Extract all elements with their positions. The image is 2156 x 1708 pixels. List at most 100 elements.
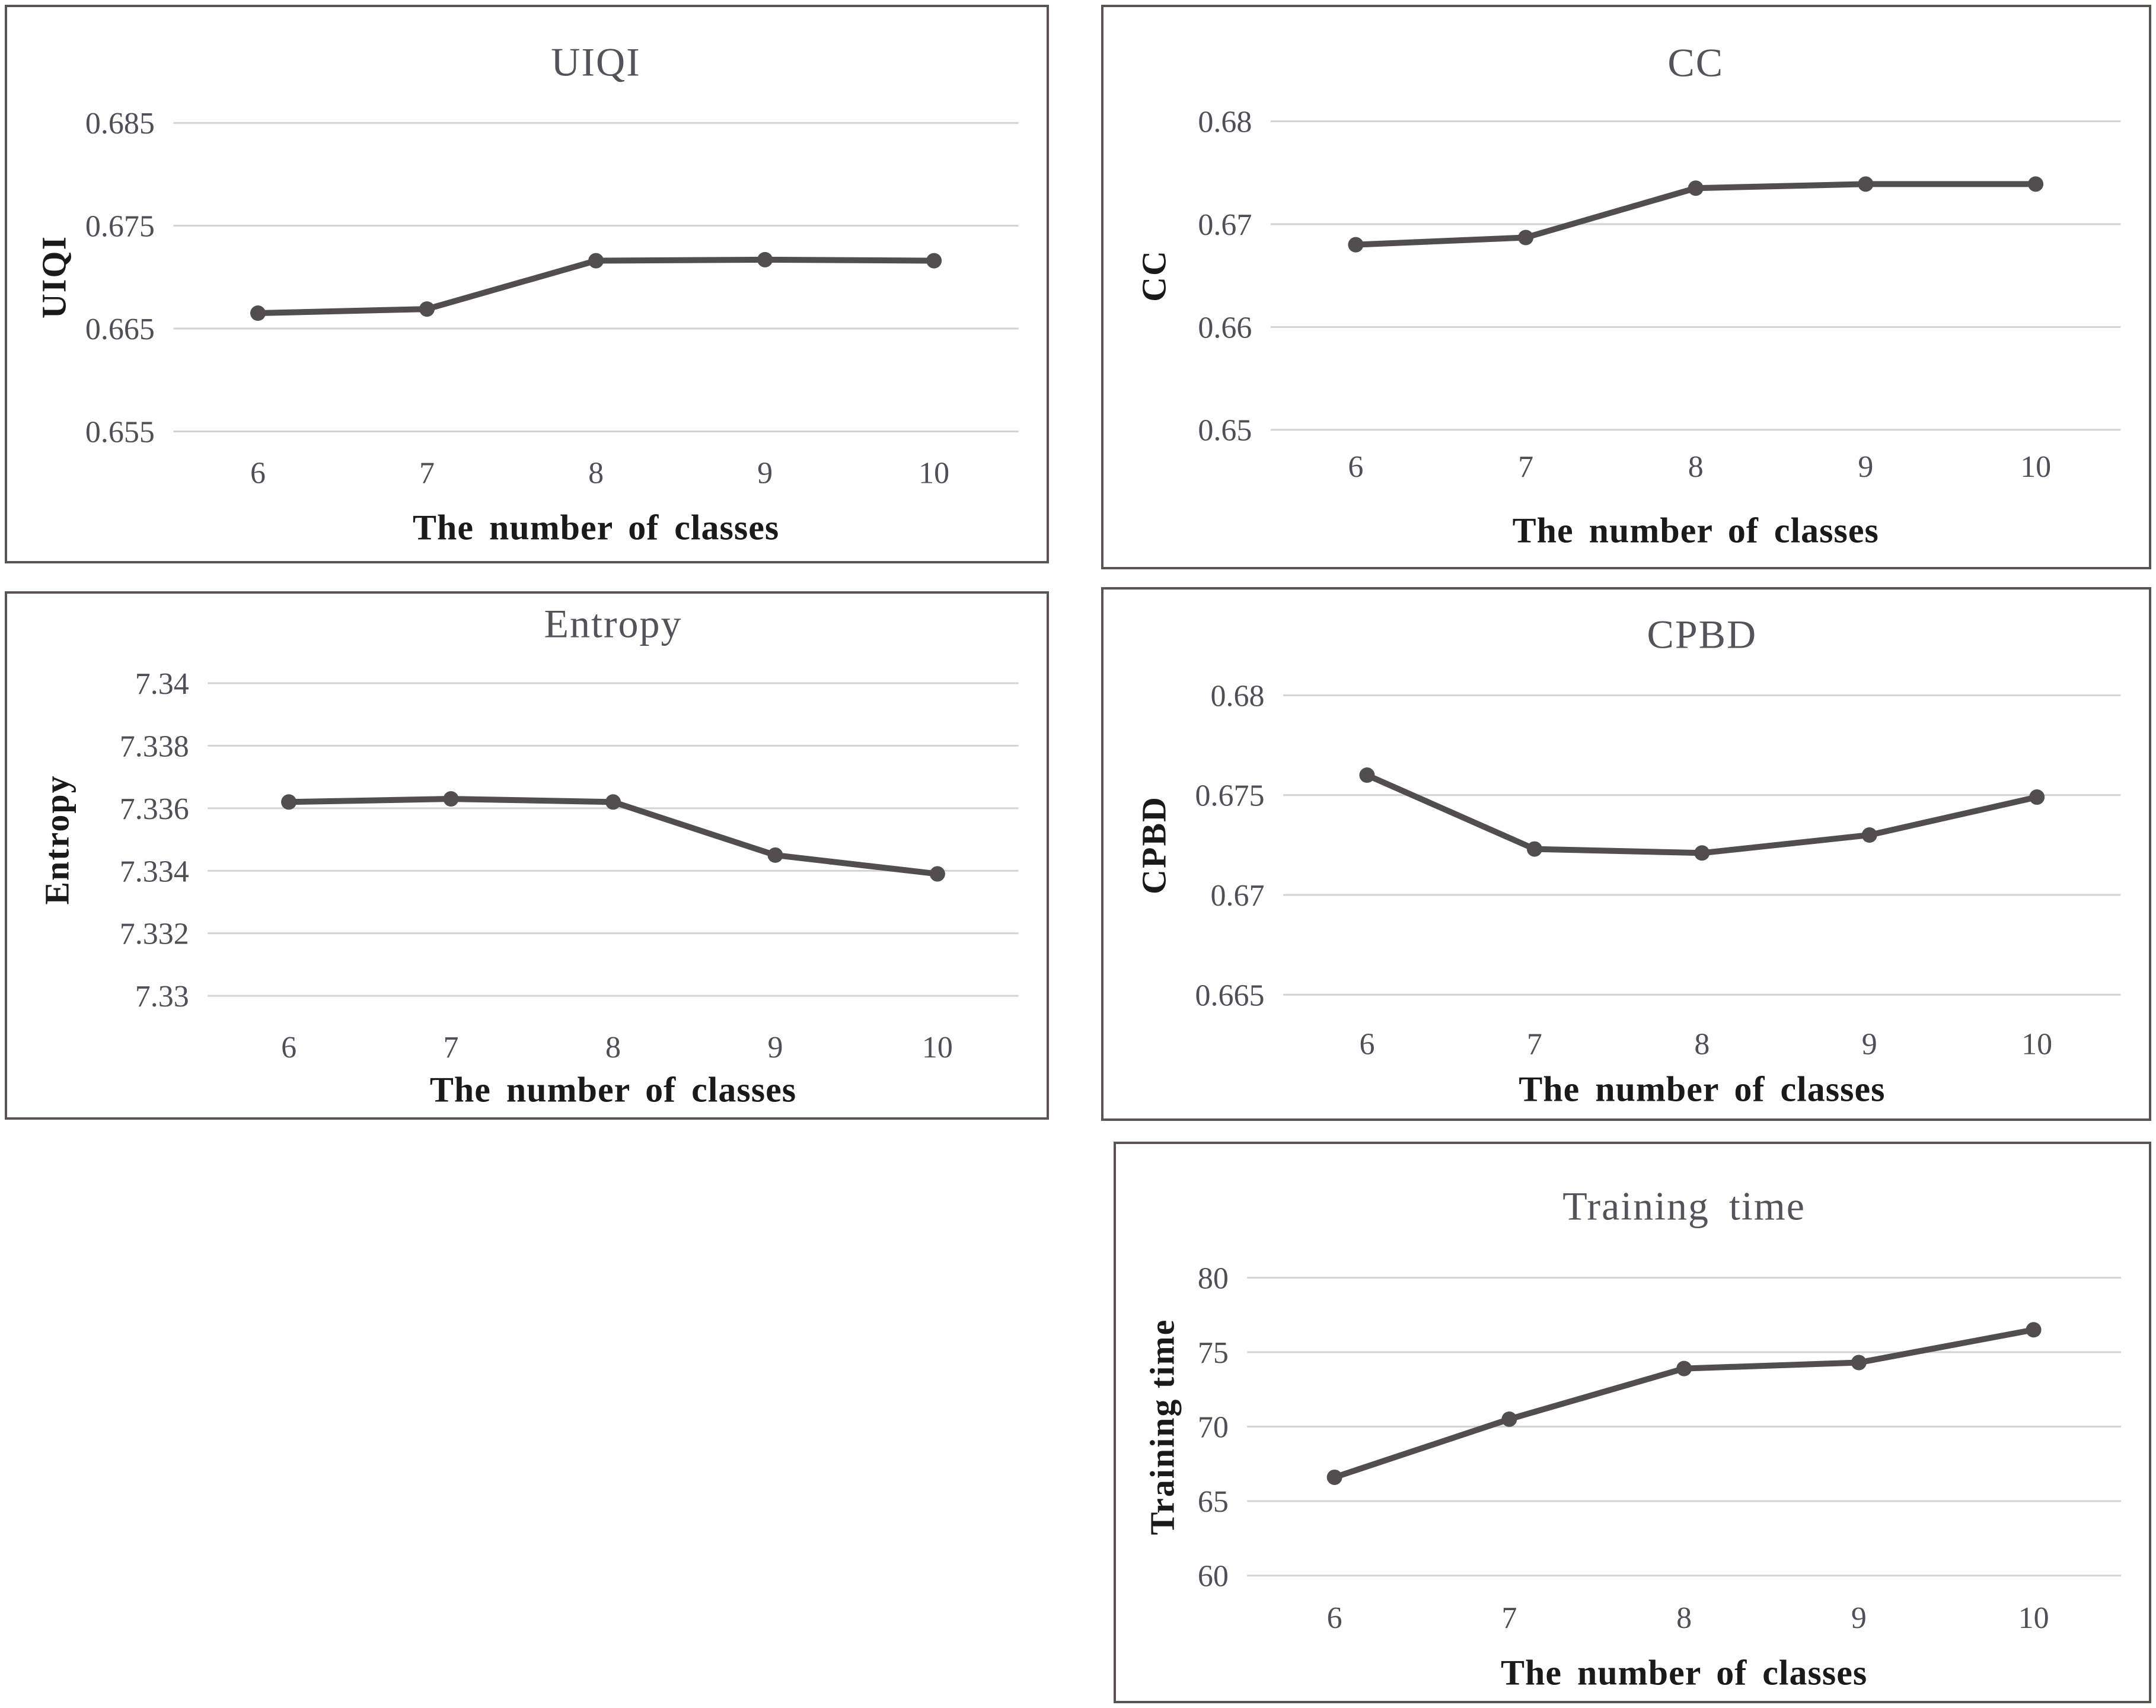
x-tick-label: 6 — [1348, 450, 1363, 484]
y-tick-label: 0.66 — [1198, 311, 1252, 345]
plot-area: 0.68 0.67 0.66 0.65 6 7 8 9 10 — [1198, 106, 2121, 484]
y-tick-label: 7.34 — [135, 667, 189, 701]
x-axis-title: The number of classes — [1519, 1069, 1886, 1109]
chart-title: Entropy — [544, 601, 682, 646]
y-tick-label: 0.68 — [1211, 679, 1265, 713]
y-tick-label: 0.665 — [1195, 979, 1265, 1012]
x-tick-label: 6 — [250, 457, 266, 490]
series-line — [1364, 772, 2040, 856]
y-axis-title: Entropy — [37, 774, 76, 905]
data-point — [757, 251, 773, 267]
plot-area: 0.685 0.675 0.665 0.655 6 7 8 9 10 — [85, 107, 1019, 490]
data-point — [1518, 230, 1534, 246]
x-tick-label: 7 — [1518, 450, 1533, 484]
x-tick-label: 9 — [1862, 1027, 1877, 1061]
y-tick-label: 7.338 — [120, 729, 189, 763]
data-point — [1359, 767, 1375, 783]
x-tick-label: 10 — [2020, 450, 2051, 484]
y-tick-label: 0.655 — [85, 415, 155, 449]
y-axis-title: CPBD — [1134, 795, 1173, 894]
y-axis-title: CC — [1134, 249, 1173, 302]
x-tick-label: 7 — [419, 457, 435, 490]
data-point — [1676, 1360, 1692, 1376]
y-tick-label: 7.336 — [120, 792, 189, 826]
data-point — [1851, 1355, 1867, 1371]
data-point — [605, 794, 621, 810]
y-tick-label: 7.334 — [120, 855, 189, 888]
x-tick-label: 7 — [1501, 1601, 1517, 1635]
chart-title: UIQI — [551, 39, 641, 85]
data-point — [281, 794, 297, 810]
data-point — [929, 866, 945, 882]
y-tick-label: 75 — [1198, 1336, 1229, 1370]
x-tick-label: 7 — [1527, 1027, 1542, 1061]
x-tick-label: 6 — [281, 1031, 296, 1065]
data-point — [419, 301, 435, 317]
chart-title: Training time — [1562, 1183, 1806, 1229]
data-point — [1694, 845, 1710, 861]
series-line — [286, 796, 940, 877]
plot-area: 80 75 70 65 60 6 7 8 9 10 — [1198, 1261, 2121, 1635]
data-point — [1501, 1411, 1517, 1427]
y-tick-label: 0.67 — [1198, 208, 1252, 242]
y-tick-label: 0.665 — [85, 313, 155, 346]
x-axis-title: The number of classes — [1500, 1653, 1868, 1693]
y-tick-label: 70 — [1198, 1411, 1229, 1445]
chart-panel-cpbd: CPBD CPBD The number of classes 0.68 0.67… — [1101, 587, 2151, 1121]
x-axis-title: The number of classes — [429, 1070, 797, 1110]
x-tick-label: 9 — [1858, 450, 1873, 484]
y-tick-label: 0.675 — [1195, 779, 1265, 813]
chart-title: CC — [1667, 40, 1724, 85]
chart-panel-entropy: Entropy Entropy The number of classes 7.… — [5, 591, 1049, 1120]
data-point — [926, 253, 942, 269]
x-tick-label: 8 — [588, 457, 604, 490]
x-tick-label: 6 — [1327, 1601, 1342, 1635]
x-tick-label: 8 — [605, 1031, 621, 1065]
data-point — [2029, 789, 2045, 805]
data-point — [1526, 841, 1542, 857]
x-tick-label: 8 — [1688, 450, 1704, 484]
x-tick-label: 8 — [1676, 1601, 1692, 1635]
y-tick-label: 7.332 — [120, 917, 189, 951]
y-tick-label: 0.65 — [1198, 414, 1252, 448]
data-point — [2026, 1322, 2042, 1338]
y-tick-label: 80 — [1198, 1261, 1229, 1295]
x-tick-label: 9 — [767, 1031, 783, 1065]
data-point — [1326, 1469, 1342, 1485]
y-tick-label: 60 — [1198, 1560, 1229, 1594]
chart-panel-uiqi: UIQI UIQI The number of classes 0.685 0.6… — [5, 5, 1049, 563]
y-tick-label: 0.675 — [85, 210, 155, 244]
chart-panel-training-time: Training time Training time The number o… — [1114, 1142, 2151, 1703]
x-tick-label: 9 — [1851, 1601, 1867, 1635]
data-point — [2028, 176, 2044, 192]
x-tick-label: 6 — [1359, 1027, 1374, 1061]
data-point — [767, 847, 783, 863]
x-tick-label: 10 — [922, 1031, 953, 1065]
data-point — [443, 791, 459, 807]
y-tick-label: 0.685 — [85, 107, 155, 141]
y-tick-label: 0.67 — [1211, 879, 1265, 913]
y-tick-label: 0.68 — [1198, 106, 1252, 139]
plot-area: 0.68 0.675 0.67 0.665 6 7 8 9 10 — [1195, 679, 2121, 1061]
y-tick-label: 65 — [1198, 1485, 1229, 1519]
x-tick-label: 7 — [444, 1031, 459, 1065]
data-point — [1861, 827, 1877, 843]
data-point — [250, 305, 266, 321]
x-tick-label: 8 — [1694, 1027, 1710, 1061]
x-tick-label: 10 — [2021, 1027, 2052, 1061]
data-point — [1858, 176, 1874, 192]
y-axis-title: UIQI — [34, 235, 74, 319]
data-point — [588, 253, 604, 269]
y-axis-title: Training time — [1143, 1318, 1182, 1535]
chart-panel-cc: CC CC The number of classes 0.68 0.67 0.66… — [1101, 5, 2151, 569]
x-axis-title: The number of classes — [412, 508, 780, 547]
x-tick-label: 10 — [2018, 1601, 2049, 1635]
x-axis-title: The number of classes — [1512, 511, 1879, 550]
x-tick-label: 10 — [918, 457, 949, 490]
x-tick-label: 9 — [757, 457, 773, 490]
chart-title: CPBD — [1647, 611, 1758, 657]
data-point — [1688, 180, 1704, 196]
data-point — [1348, 237, 1364, 253]
